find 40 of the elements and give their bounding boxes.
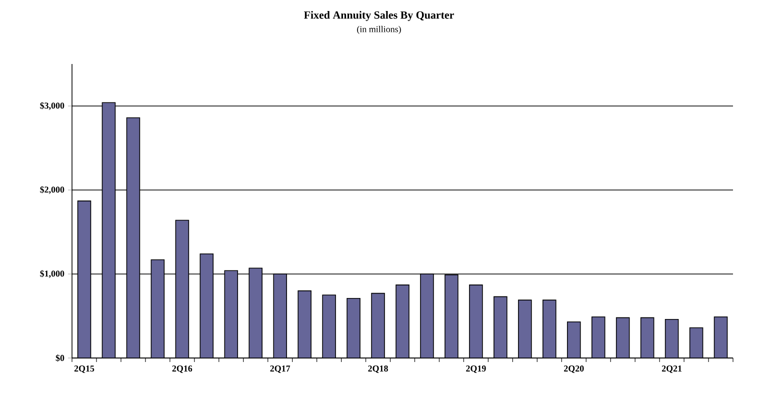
- chart-title: Fixed Annuity Sales By Quarter: [304, 11, 454, 21]
- bar: [591, 316, 606, 358]
- bar: [566, 321, 581, 358]
- bar: [616, 317, 630, 358]
- y-tick-label: $1,000: [40, 270, 64, 278]
- bar: [224, 270, 238, 358]
- bar: [346, 298, 360, 358]
- bar: [150, 259, 165, 358]
- y-tick-label: $3,000: [40, 102, 64, 110]
- bar: [102, 102, 116, 358]
- bar: [494, 296, 508, 358]
- bar: [542, 300, 556, 358]
- x-tick-label: 2Q17: [270, 366, 290, 373]
- x-tick-label: 2Q18: [368, 366, 388, 373]
- bar: [248, 268, 263, 358]
- bar: [444, 274, 458, 358]
- x-tick-label: 2Q16: [172, 366, 192, 373]
- x-tick-label: 2Q19: [466, 366, 486, 373]
- bar: [175, 220, 190, 358]
- bar: [126, 117, 140, 358]
- bar: [518, 300, 532, 358]
- bar: [371, 292, 385, 358]
- bar: [77, 200, 92, 358]
- bar: [664, 318, 679, 358]
- bar: [714, 316, 728, 358]
- bar: [689, 327, 704, 358]
- x-tick-label: 2Q15: [74, 366, 94, 373]
- bar: [322, 294, 336, 358]
- x-tick-label: 2Q21: [662, 366, 682, 373]
- bar: [298, 290, 312, 358]
- bar: [396, 284, 410, 358]
- x-tick-label: 2Q20: [564, 366, 584, 373]
- bar: [420, 274, 434, 358]
- chart-subtitle: (in millions): [357, 26, 401, 34]
- y-tick-label: $2,000: [40, 186, 64, 194]
- bar: [273, 274, 287, 358]
- bar: [200, 253, 214, 358]
- bar: [640, 317, 654, 358]
- y-tick-label: $0: [56, 354, 64, 362]
- bar: [469, 284, 483, 358]
